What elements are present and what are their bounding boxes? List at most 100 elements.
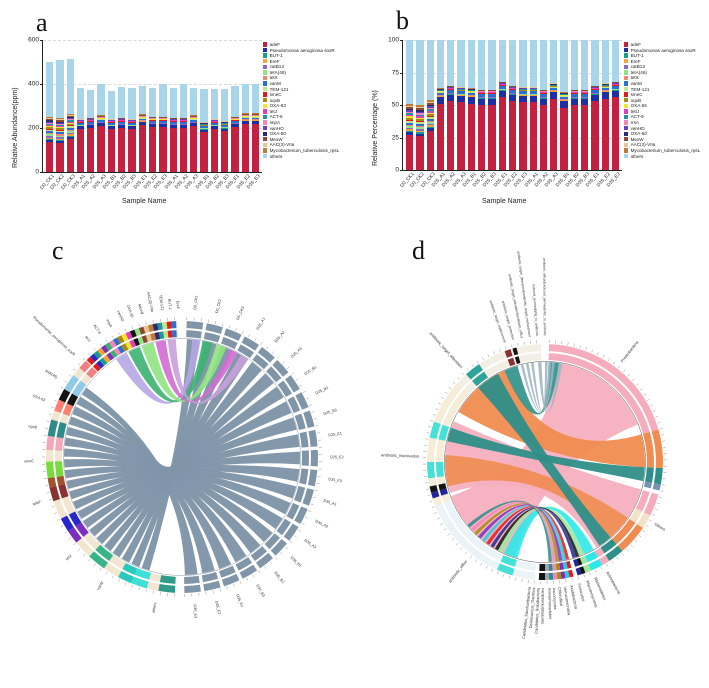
segment-Pseudomonas aeruginosa soxR (426, 128, 434, 131)
circos-label-D25_B1: D25_B1 (304, 365, 318, 376)
segment-adeF (570, 105, 579, 170)
segment-vanM (539, 94, 548, 97)
tick-mark (111, 335, 114, 339)
legend-swatch (624, 148, 629, 153)
circos-label-D25_A2: D25_A2 (274, 330, 286, 343)
segment-vanM (241, 117, 249, 120)
legend-label: oqxB (269, 97, 281, 103)
ring-segment (299, 468, 309, 485)
legend: adeF Pseudomonas aeruginosa soxR BUT-1 EreF… (263, 42, 339, 159)
segment-AAC(3)-VIIa (66, 114, 74, 117)
tick-mark (461, 372, 464, 376)
legend-swatch (263, 53, 268, 58)
segment-adeF (190, 125, 198, 172)
tick-mark (652, 410, 656, 412)
segment-smeC (426, 115, 434, 118)
chord-ribbon (64, 448, 283, 529)
chord-ribbon (68, 416, 247, 563)
segment-tetX (56, 134, 64, 136)
y-axis-label: Relative Abundance(ppm) (12, 87, 19, 168)
tick-mark (315, 425, 319, 427)
tick-mark (618, 365, 621, 369)
ring-segment (255, 552, 274, 569)
segment-impA (56, 123, 64, 125)
bar-D25_A3 (97, 83, 105, 172)
segment-catB13 (406, 127, 414, 130)
tick-mark (611, 560, 614, 564)
legend-swatch (624, 125, 629, 131)
segment-adeF (241, 123, 249, 172)
bars (406, 40, 620, 170)
ring-segment (58, 389, 71, 403)
legend-item-tetU: tetU (624, 109, 700, 114)
tick-mark (310, 503, 314, 506)
ring-segment (241, 336, 260, 351)
segment-others (508, 40, 517, 86)
ring-segment (307, 469, 318, 487)
tick-mark (438, 402, 442, 405)
legend-label: Pseudomonas aeruginosa soxR (630, 47, 696, 53)
tick-mark (597, 352, 599, 356)
y-axis-label: Relative Percentage (%) (372, 90, 379, 166)
ring-segment (568, 569, 574, 578)
segment-Pseudomonas aeruginosa soxR (87, 125, 95, 128)
tick-mark (521, 578, 523, 582)
ring-segment (89, 551, 109, 569)
ring-segment (512, 347, 519, 356)
bar-D0_CK1 (406, 40, 414, 170)
legend-swatch (624, 53, 629, 58)
legend-swatch (624, 109, 629, 114)
tick-mark (643, 393, 647, 396)
ring-segment (75, 522, 89, 537)
ring-segment (112, 337, 121, 346)
segment-Pseudomonas aeruginosa soxR (560, 101, 568, 108)
segment-BUT-1 (416, 132, 424, 134)
circos-label-Candidatus_Rokubacteria: Candidatus_Rokubacteria (533, 587, 540, 634)
ring-segment (514, 356, 521, 364)
segment-vanM (159, 120, 167, 123)
segment-tetU (426, 111, 434, 113)
chord-ribbon (520, 362, 555, 413)
legend-label: BUT-1 (630, 53, 644, 59)
tick-mark (248, 334, 251, 338)
tick-mark (124, 582, 127, 585)
segment-ACT-9 (426, 109, 434, 111)
tick-mark (77, 548, 81, 551)
ring-segment (166, 321, 172, 329)
legend-item-tetA(46): tetA(46) (624, 70, 700, 75)
legend-item-EreF: EreF (263, 59, 339, 64)
segment-vanM (221, 125, 229, 128)
tick-mark (299, 384, 303, 387)
ring-segment (92, 363, 101, 372)
circos-label-D35_A1: D35_A1 (323, 499, 337, 507)
bar-D25_E1 (498, 40, 506, 170)
bar-chart-percentage: Relative Percentage (%) 0 25 50 75 100 D0_CK1… (360, 0, 709, 228)
tick-mark (447, 533, 451, 536)
ring-segment (203, 332, 221, 343)
chord-ribbon (72, 406, 232, 569)
chord-ribbon (525, 362, 552, 413)
tick-mark (430, 420, 434, 422)
legend-swatch (263, 125, 268, 131)
tick-mark (573, 343, 575, 347)
legend-item-ACT-9: ACT-9 (624, 114, 700, 119)
legend-swatch (624, 86, 629, 92)
segment-TEM-121 (56, 130, 64, 133)
segment-oqxB (46, 127, 54, 129)
segment-BUT-1 (56, 139, 64, 142)
chord-ribbon (66, 465, 300, 489)
segment-others (210, 89, 219, 119)
segment-adeF (118, 128, 126, 172)
segment-EreF (46, 137, 54, 139)
segment-BUT-1 (46, 138, 54, 141)
ring-segment (651, 429, 663, 469)
segment-Pseudomonas aeruginosa soxR (251, 120, 260, 124)
segment-Pseudomonas aeruginosa soxR (231, 124, 239, 127)
bar-D25_E2 (508, 40, 517, 170)
ring-segment (129, 339, 137, 348)
legend-swatch (263, 64, 268, 69)
segment-adeF (210, 129, 219, 172)
tick-mark (649, 404, 653, 407)
segment-others (159, 83, 167, 117)
legend-swatch (624, 103, 629, 108)
